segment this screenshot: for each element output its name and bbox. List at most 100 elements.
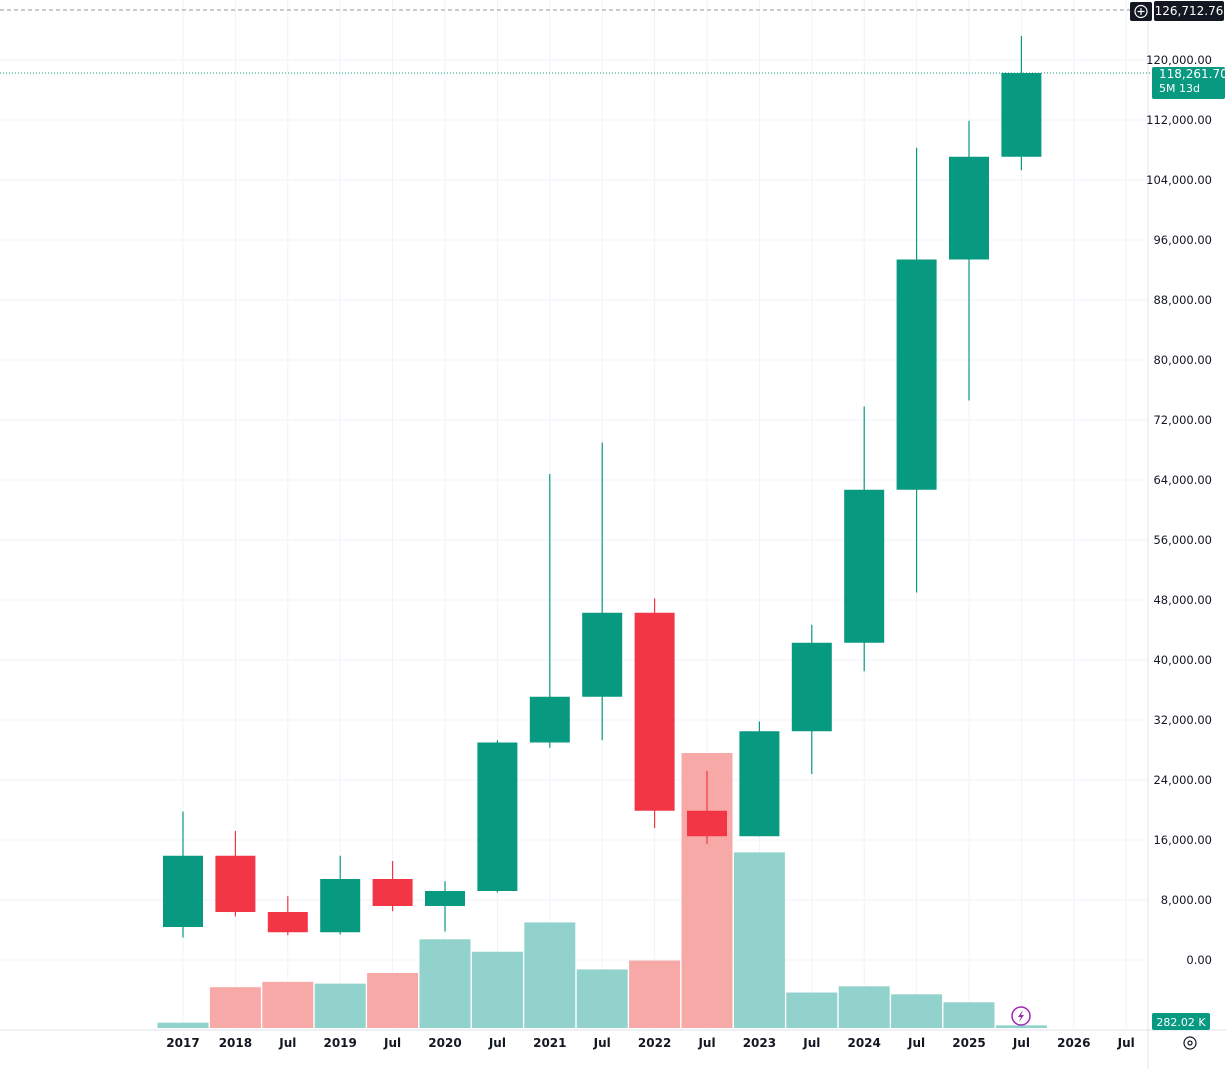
candle-body: [791, 642, 832, 732]
add-alert-button[interactable]: [1130, 2, 1152, 21]
x-tick-label: Jul: [907, 1036, 925, 1050]
candle-body: [582, 612, 623, 697]
time-to-close-label: 5M 13d: [1159, 82, 1200, 95]
candle: [529, 474, 570, 748]
y-tick-label: 104,000.00: [1146, 173, 1212, 187]
x-tick-label: 2020: [428, 1036, 461, 1050]
candle-body: [687, 810, 727, 837]
candle: [739, 721, 780, 837]
crosshair-price-badge: 126,712.76: [1154, 1, 1224, 21]
x-tick-label: 2025: [952, 1036, 985, 1050]
candle-body: [634, 612, 675, 811]
volume-bar: [367, 973, 419, 1028]
y-tick-label: 80,000.00: [1153, 353, 1212, 367]
last-price-badge: 118,261.70 5M 13d: [1152, 67, 1226, 100]
candle: [582, 442, 623, 741]
candle: [634, 598, 675, 828]
y-tick-label: 32,000.00: [1153, 713, 1212, 727]
candle: [687, 771, 727, 844]
crosshair-price-label: 126,712.76: [1155, 4, 1224, 18]
time-axis[interactable]: 2017 2018 Jul 2019 Jul 2020 Jul 2021 Jul 2022 Jul 2…: [166, 1036, 1134, 1050]
y-tick-label: 8,000.00: [1161, 893, 1212, 907]
last-volume-badge: 282.02 K: [1152, 1013, 1210, 1030]
x-tick-label: Jul: [278, 1036, 296, 1050]
y-tick-label: 0.00: [1186, 953, 1212, 967]
candle: [791, 624, 832, 774]
x-tick-label: Jul: [593, 1036, 611, 1050]
last-price-label: 118,261.70: [1159, 67, 1226, 81]
candle: [215, 831, 256, 917]
x-tick-label: 2024: [847, 1036, 880, 1050]
volume-bar: [786, 992, 838, 1028]
settings-icon: [1183, 1036, 1197, 1050]
price-axis[interactable]: 120,000.00 112,000.00 104,000.00 96,000.00 8…: [1146, 53, 1212, 967]
candle-body: [163, 855, 203, 927]
y-tick-label: 16,000.00: [1153, 833, 1212, 847]
x-tick-label: Jul: [697, 1036, 715, 1050]
y-tick-label: 24,000.00: [1153, 773, 1212, 787]
volume-bar: [838, 986, 890, 1028]
volume-bar: [157, 1022, 209, 1028]
candle: [267, 896, 308, 936]
candle: [320, 855, 361, 935]
volume-bar: [524, 922, 576, 1028]
y-tick-label: 88,000.00: [1153, 293, 1212, 307]
y-tick-label: 112,000.00: [1146, 113, 1212, 127]
volume-bar: [891, 994, 943, 1028]
candle-body: [425, 891, 465, 906]
y-tick-label: 56,000.00: [1153, 533, 1212, 547]
volume-bars: [157, 753, 1047, 1028]
candle: [896, 147, 937, 593]
candle: [163, 811, 203, 938]
y-tick-label: 72,000.00: [1153, 413, 1212, 427]
volume-bar: [419, 939, 471, 1028]
x-tick-label: 2018: [219, 1036, 252, 1050]
candle: [477, 740, 518, 893]
lightning-button[interactable]: [1011, 1006, 1031, 1026]
candle: [372, 861, 413, 912]
candle: [949, 120, 989, 401]
x-tick-label: Jul: [802, 1036, 820, 1050]
x-tick-label: 2021: [533, 1036, 566, 1050]
candle-body: [896, 259, 937, 490]
chart-settings-button[interactable]: [1183, 1036, 1197, 1050]
candle-body: [1001, 73, 1042, 157]
candle-body: [949, 156, 989, 260]
x-tick-label: 2019: [323, 1036, 356, 1050]
candle-body: [477, 742, 518, 891]
candle: [1001, 36, 1042, 171]
y-tick-label: 120,000.00: [1146, 53, 1212, 67]
x-tick-label: Jul: [1117, 1036, 1135, 1050]
x-tick-label: 2023: [743, 1036, 776, 1050]
candle-body: [267, 912, 308, 933]
candle-body: [215, 855, 256, 912]
candle: [425, 881, 465, 932]
candle-body: [739, 731, 780, 837]
volume-bar: [995, 1025, 1047, 1028]
candle-body: [844, 489, 885, 643]
volume-bar: [314, 983, 366, 1028]
x-tick-label: Jul: [1012, 1036, 1030, 1050]
x-tick-label: 2022: [638, 1036, 671, 1050]
candle: [844, 406, 885, 672]
volume-bar: [943, 1002, 995, 1028]
last-volume-label: 282.02 K: [1156, 1016, 1206, 1029]
x-tick-label: Jul: [383, 1036, 401, 1050]
volume-bar: [576, 969, 628, 1028]
plus-circle-icon: [1134, 4, 1148, 19]
candle-body: [529, 696, 570, 743]
y-tick-label: 48,000.00: [1153, 593, 1212, 607]
candle-body: [320, 879, 361, 933]
candlesticks: [163, 36, 1042, 938]
volume-bar: [262, 981, 314, 1028]
x-tick-label: 2026: [1057, 1036, 1090, 1050]
volume-bar: [209, 987, 261, 1028]
x-tick-label: 2017: [166, 1036, 199, 1050]
volume-bar: [629, 960, 681, 1028]
y-tick-label: 40,000.00: [1153, 653, 1212, 667]
x-tick-label: Jul: [488, 1036, 506, 1050]
y-tick-label: 96,000.00: [1153, 233, 1212, 247]
volume-bar: [471, 951, 523, 1028]
